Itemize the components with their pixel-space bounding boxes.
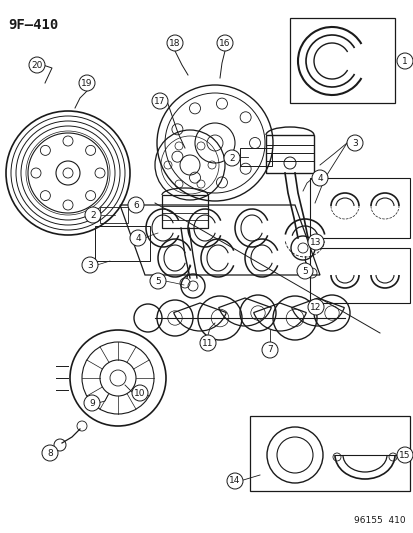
Text: 7: 7: [266, 345, 272, 354]
Bar: [266, 135, 313, 173]
Circle shape: [128, 197, 144, 213]
Text: 20: 20: [31, 61, 43, 69]
Bar: [161, 195, 207, 228]
Circle shape: [307, 299, 323, 315]
Circle shape: [296, 263, 312, 279]
Bar: [95, 226, 150, 261]
Text: 19: 19: [81, 78, 93, 87]
Text: 16: 16: [219, 38, 230, 47]
Circle shape: [311, 170, 327, 186]
Bar: [240, 148, 271, 166]
Text: 1: 1: [401, 56, 407, 66]
Circle shape: [199, 335, 216, 351]
Circle shape: [166, 35, 183, 51]
Text: 18: 18: [169, 38, 180, 47]
Circle shape: [396, 53, 412, 69]
Text: 9F–410: 9F–410: [8, 18, 58, 32]
Text: 10: 10: [134, 389, 145, 398]
Text: 3: 3: [87, 261, 93, 270]
Text: 2: 2: [90, 211, 95, 220]
Circle shape: [42, 445, 58, 461]
Circle shape: [396, 447, 412, 463]
Text: 12: 12: [310, 303, 321, 311]
Circle shape: [150, 273, 166, 289]
Bar: [309, 178, 409, 238]
Bar: [249, 416, 409, 491]
Circle shape: [132, 385, 147, 401]
Bar: [289, 18, 394, 103]
Text: 5: 5: [155, 277, 161, 286]
Text: 9: 9: [89, 399, 95, 408]
Text: 13: 13: [309, 238, 321, 246]
Circle shape: [85, 207, 101, 223]
Circle shape: [226, 473, 242, 489]
Text: 3: 3: [351, 139, 357, 148]
Text: 15: 15: [398, 450, 410, 459]
Text: 4: 4: [135, 233, 140, 243]
Text: 5: 5: [301, 266, 307, 276]
Circle shape: [29, 57, 45, 73]
Circle shape: [130, 230, 146, 246]
Circle shape: [216, 35, 233, 51]
Text: 96155  410: 96155 410: [354, 516, 405, 525]
Text: 14: 14: [229, 477, 240, 486]
Circle shape: [261, 342, 277, 358]
Circle shape: [307, 234, 323, 250]
Text: 4: 4: [316, 174, 322, 182]
Text: 8: 8: [47, 448, 53, 457]
Bar: [309, 248, 409, 303]
Circle shape: [79, 75, 95, 91]
Circle shape: [346, 135, 362, 151]
Text: 11: 11: [202, 338, 213, 348]
Circle shape: [82, 257, 98, 273]
Circle shape: [152, 93, 168, 109]
Text: 17: 17: [154, 96, 165, 106]
Bar: [100, 207, 128, 223]
Circle shape: [223, 150, 240, 166]
Circle shape: [84, 395, 100, 411]
Text: 2: 2: [229, 154, 234, 163]
Text: 6: 6: [133, 200, 138, 209]
